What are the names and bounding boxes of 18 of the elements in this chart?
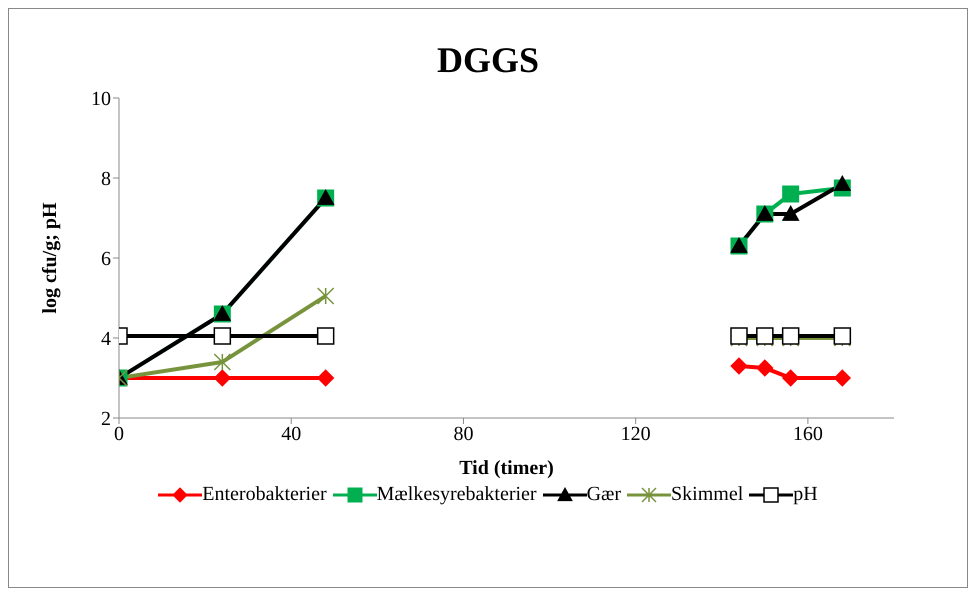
legend-label: pH [793, 483, 818, 506]
x-tick-label: 40 [281, 423, 302, 446]
x-tick-label: 120 [620, 423, 651, 446]
y-tick-label: 4 [101, 328, 111, 350]
x-tick-label: 80 [453, 423, 474, 446]
y-axis-title: log cfu/g; pH [39, 202, 62, 314]
y-tick-label: 2 [101, 408, 111, 430]
x-axis-title: Tid (timer) [459, 457, 554, 479]
x-tick-label: 160 [792, 423, 823, 446]
chart-title: DGGS [436, 39, 540, 82]
legend-label: Enterobakterier [202, 483, 327, 506]
y-tick-label: 6 [101, 248, 111, 270]
legend-label: Mælkesyrebakterier [376, 483, 537, 506]
x-tick-label: 0 [114, 423, 124, 446]
legend-label: Gær [586, 483, 622, 506]
y-tick-label: 8 [101, 168, 111, 190]
y-tick-label: 10 [91, 88, 111, 110]
legend-label: Skimmel [671, 483, 744, 506]
